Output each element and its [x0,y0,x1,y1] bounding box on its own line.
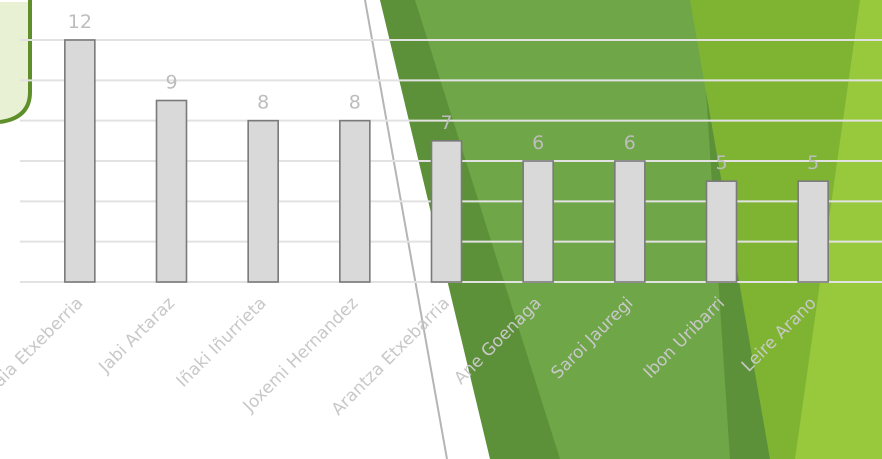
bar [155,99,188,283]
green-shape-light [795,0,882,459]
data-label: 5 [807,152,819,174]
data-labels: 12 9 8 8 7 6 6 5 5 [68,11,819,174]
data-label: 7 [440,112,452,134]
bar [614,160,646,283]
bar-series [64,39,829,283]
data-label: 8 [257,92,269,114]
bar [522,160,554,283]
category-label: Jabi Artaraz [95,293,179,377]
bar [247,119,279,283]
green-shape-mid [415,0,730,459]
data-label: 9 [165,72,177,94]
data-label: 5 [715,152,727,174]
diagonal-rule [364,0,448,459]
callout-frame-border [0,0,32,124]
category-label: Iñaki Iñurrieta [173,293,271,391]
data-label: 6 [532,132,544,154]
bar [705,180,738,283]
data-label: 6 [624,132,636,154]
data-label: 12 [68,11,92,33]
callout-frame [0,2,30,122]
bar [339,119,371,283]
bar [797,180,829,283]
category-label: Amaia Etxeberria [0,293,87,411]
bar [64,39,96,283]
bar [430,140,463,283]
data-label: 8 [349,92,361,114]
